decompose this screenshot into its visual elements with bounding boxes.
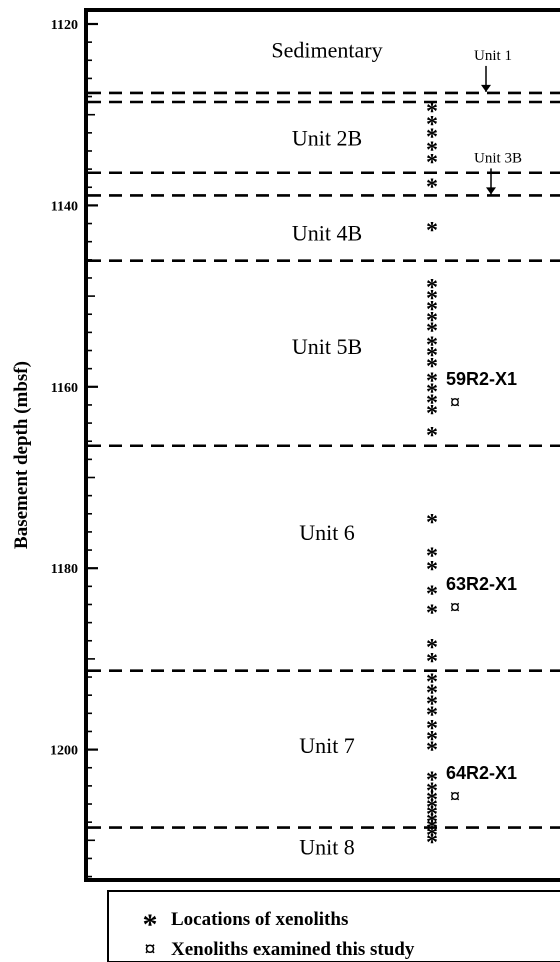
legend-box xyxy=(107,890,560,962)
xenolith-location-marker: * xyxy=(426,297,438,323)
xenolith-location-marker: * xyxy=(426,275,438,301)
xenolith-location-marker: * xyxy=(426,601,438,627)
xenolith-location-marker: * xyxy=(426,716,438,742)
xenolith-location-marker: * xyxy=(426,802,438,828)
unit-boundaries xyxy=(88,91,560,829)
xenolith-location-marker: * xyxy=(426,354,438,380)
y-tick-label: 1160 xyxy=(51,381,78,396)
unit-label: Unit 7 xyxy=(299,733,355,758)
unit-label: Unit 6 xyxy=(299,520,355,545)
xenolith-location-marker: * xyxy=(426,401,438,427)
xenolith-location-marker: * xyxy=(426,150,438,176)
legend: * Locations of xenoliths ¤ Xenoliths exa… xyxy=(107,890,560,962)
y-axis-title: Basement depth (mbsf) xyxy=(11,361,32,549)
xenolith-location-marker: * xyxy=(426,544,438,570)
studied-xenolith-symbol: ¤ xyxy=(450,597,460,619)
callout-arrow-head xyxy=(481,84,491,92)
unit-label: Unit 5B xyxy=(292,334,362,359)
unit-label: Unit 4B xyxy=(292,221,362,246)
xenolith-location-marker: * xyxy=(426,319,438,345)
xenolith-location-marker: * xyxy=(426,369,438,395)
xenolith-location-marker: * xyxy=(426,635,438,661)
xenolith-location-marker: * xyxy=(426,670,438,696)
xenolith-location-marker: * xyxy=(426,343,438,369)
unit-label: Unit 2B xyxy=(292,125,362,150)
thin-unit-callouts: Unit 1 Unit 3B xyxy=(474,48,522,195)
xenolith-location-marker: * xyxy=(426,557,438,583)
xenolith-location-marker: * xyxy=(426,823,438,849)
legend-studied-symbol: ¤ xyxy=(145,936,156,961)
unit-label: Sedimentary xyxy=(271,37,382,62)
xenolith-location-marker: * xyxy=(426,816,438,842)
thin-unit-label: Unit 3B xyxy=(474,150,522,166)
callout-arrow-head xyxy=(486,187,496,195)
xenolith-location-marker: * xyxy=(426,788,438,814)
legend-star-label: Locations of xenoliths xyxy=(171,909,348,930)
xenolith-markers: ****************************************… xyxy=(426,99,438,856)
xenolith-location-marker: * xyxy=(426,390,438,416)
xenolith-location-marker: * xyxy=(426,779,438,805)
legend-studied-label: Xenoliths examined this study xyxy=(171,939,415,960)
xenolith-location-marker: * xyxy=(426,795,438,821)
xenolith-location-marker: * xyxy=(426,112,438,138)
xenolith-location-marker: * xyxy=(426,681,438,707)
xenolith-location-marker: * xyxy=(426,768,438,794)
xenolith-location-marker: * xyxy=(426,174,438,200)
thin-unit-label: Unit 1 xyxy=(474,48,512,64)
y-tick-label: 1140 xyxy=(51,199,78,214)
studied-xenolith-label: 59R2-X1 xyxy=(446,369,517,389)
xenolith-location-marker: * xyxy=(426,99,438,125)
studied-xenolith-label: 64R2-X1 xyxy=(446,763,517,783)
xenolith-location-marker: * xyxy=(426,702,438,728)
xenolith-location-marker: * xyxy=(426,332,438,358)
xenolith-location-marker: * xyxy=(426,809,438,835)
xenolith-location-marker: * xyxy=(426,830,438,856)
unit-label: Unit 8 xyxy=(299,835,355,860)
xenolith-location-marker: * xyxy=(426,125,438,151)
xenolith-location-marker: * xyxy=(426,691,438,717)
xenolith-location-marker: * xyxy=(426,423,438,449)
y-tick-label: 1180 xyxy=(51,562,78,577)
xenolith-location-marker: * xyxy=(426,308,438,334)
xenolith-location-marker: * xyxy=(426,649,438,675)
y-tick-label: 1200 xyxy=(50,744,78,759)
legend-star-symbol: * xyxy=(143,908,158,941)
xenolith-location-marker: * xyxy=(426,218,438,244)
studied-xenolith-symbol: ¤ xyxy=(450,786,460,808)
xenolith-location-marker: * xyxy=(426,379,438,405)
y-axis-ticks xyxy=(86,22,98,878)
xenolith-location-marker: * xyxy=(426,137,438,163)
xenolith-location-marker: * xyxy=(426,727,438,753)
y-tick-label: 1120 xyxy=(51,18,78,33)
unit-labels: Sedimentary Unit 2B Unit 4B Unit 5B Unit 6 Un… xyxy=(271,37,382,859)
xenolith-location-marker: * xyxy=(426,286,438,312)
xenolith-location-marker: * xyxy=(426,582,438,608)
studied-xenolith-symbol: ¤ xyxy=(450,392,460,414)
studied-xenolith-markers: 59R2-X1 ¤ 63R2-X1 ¤ 64R2-X1 ¤ xyxy=(446,369,517,808)
y-axis-tick-labels: 1120 1140 1160 1180 1200 xyxy=(50,18,78,759)
xenolith-location-marker: * xyxy=(426,738,438,764)
xenolith-location-marker: * xyxy=(426,510,438,536)
studied-xenolith-label: 63R2-X1 xyxy=(446,574,517,594)
column-frame xyxy=(84,8,560,882)
